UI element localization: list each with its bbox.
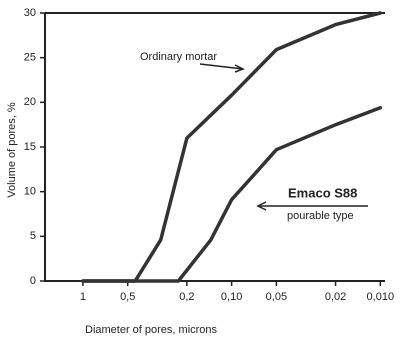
x-tick-label: 0,2 [179,291,194,303]
x-tick-label: 1 [80,291,86,303]
annotation-arrow [199,63,245,73]
y-tick-label: 5 [30,230,36,242]
line-series [81,105,383,283]
x-tick-label: 0,05 [266,291,287,303]
line-series [81,11,383,283]
x-tick-label: 0,010 [367,291,395,303]
x-axis-label: Diameter of pores, microns [85,324,218,336]
y-axis-label: Volume of pores, % [6,102,18,198]
y-tick-label: 20 [24,96,36,108]
annotation: Ordinary mortar [140,51,217,63]
annotation-arrow-head [256,201,267,211]
y-tick-label: 30 [24,7,36,19]
y-tick-label: 25 [24,52,36,64]
x-tick-label: 0,10 [221,291,242,303]
y-tick-label: 0 [30,275,36,287]
y-tick-label: 10 [24,186,36,198]
annotation: pourable type [287,210,354,222]
annotation: Emaco S88 [288,185,357,200]
y-tick-label: 15 [24,141,36,153]
x-tick-label: 0,02 [325,291,346,303]
x-tick-label: 0,5 [120,291,135,303]
